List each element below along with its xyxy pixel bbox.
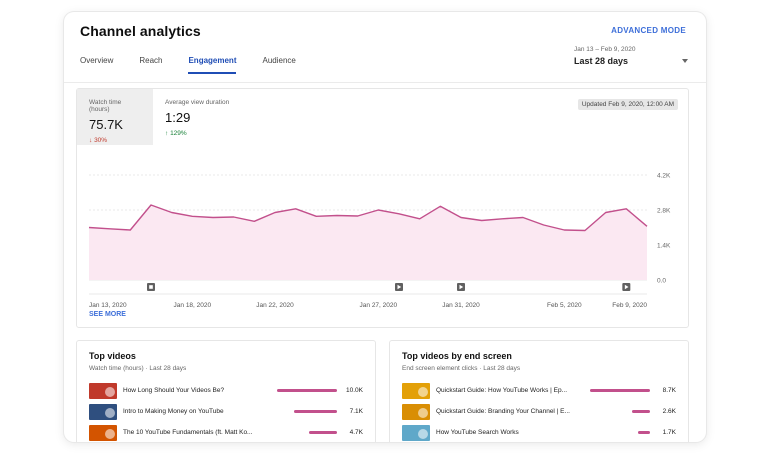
video-row[interactable]: Quickstart Guide: How YouTube Works | Ep… (402, 380, 676, 401)
area-fill (89, 205, 647, 280)
watch-time-chart: 0.0 1.4K 2.8K 4.2K Jan 13, 2020 Jan 18, 2020 J… (88, 173, 671, 309)
value-bar-track (586, 425, 650, 441)
panel-subtitle: Watch time (hours) · Last 28 days (89, 365, 187, 372)
panel-subtitle: End screen element clicks · Last 28 days (402, 365, 521, 372)
metric-value: 1:29 (165, 110, 191, 125)
page-title: Channel analytics (80, 23, 201, 39)
value-bar (277, 389, 337, 392)
value-bar (294, 410, 337, 413)
top-videos-list: How Long Should Your Videos Be? 10.0K Intr… (89, 380, 363, 442)
tabs-divider (64, 82, 706, 83)
x-tick-label: Jan 13, 2020 (89, 302, 127, 309)
video-value: 7.1K (349, 408, 363, 415)
caret-down-icon (682, 59, 688, 63)
y-tick-label: 4.2K (657, 173, 671, 180)
tab-overview[interactable]: Overview (80, 56, 114, 65)
panel-title: Top videos by end screen (402, 351, 512, 361)
y-tick-label: 2.8K (657, 208, 671, 215)
metric-change-value: 129% (170, 130, 187, 137)
video-thumbnail[interactable] (89, 424, 117, 441)
arrow-up-icon: ↑ (165, 130, 169, 137)
metric-change: ↑ 129% (165, 130, 251, 137)
value-bar-track (273, 425, 337, 441)
video-title[interactable]: Quickstart Guide: Branding Your Channel … (436, 408, 570, 415)
video-thumbnail[interactable] (402, 424, 430, 441)
video-row[interactable]: How Long Should Your Videos Be? 10.0K (89, 380, 363, 401)
video-value: 1.7K (662, 429, 676, 436)
value-bar (632, 410, 650, 413)
date-range-dates: Jan 13 – Feb 9, 2020 (574, 46, 636, 53)
video-value: 2.6K (662, 408, 676, 415)
date-range-dropdown[interactable]: Jan 13 – Feb 9, 2020 Last 28 days (574, 46, 690, 74)
metric-label: Watch time (hours) (89, 99, 122, 113)
top-videos-panel: Top videos Watch time (hours) · Last 28 … (76, 340, 376, 442)
tab-bar: Overview Reach Engagement Audience (80, 56, 322, 74)
video-row[interactable]: The 10 YouTube Fundamentals (ft. Matt Ko… (89, 422, 363, 442)
top-end-screen-panel: Top videos by end screen End screen elem… (389, 340, 689, 442)
video-row[interactable]: Quickstart Guide: Branding Your Channel … (402, 401, 676, 422)
x-tick-label: Jan 22, 2020 (256, 302, 294, 309)
video-row[interactable]: Intro to Making Money on YouTube 7.1K (89, 401, 363, 422)
value-bar (638, 431, 650, 434)
series-line (88, 204, 648, 232)
x-tick-label: Jan 27, 2020 (360, 302, 398, 309)
metric-label: Average view duration (165, 99, 230, 106)
x-tick-label: Jan 31, 2020 (442, 302, 480, 309)
value-bar (309, 431, 337, 434)
play-icon (459, 284, 464, 290)
x-tick-label: Feb 5, 2020 (547, 302, 582, 309)
value-bar (590, 389, 650, 392)
analytics-window: Channel analytics ADVANCED MODE Overview… (64, 12, 706, 442)
chart-card: Watch time (hours) 75.7K ↓ 30% Average v… (76, 88, 689, 328)
play-icon (624, 284, 629, 290)
video-value: 10.0K (346, 387, 363, 394)
video-row[interactable]: How YouTube Search Works 1.7K (402, 422, 676, 442)
date-range-label: Last 28 days (574, 56, 629, 66)
video-thumbnail[interactable] (89, 382, 117, 399)
square-icon (149, 285, 153, 289)
top-end-screen-list: Quickstart Guide: How YouTube Works | Ep… (402, 380, 676, 442)
y-tick-label: 0.0 (657, 278, 666, 285)
see-more-link[interactable]: SEE MORE (89, 311, 126, 318)
tab-audience[interactable]: Audience (262, 56, 296, 65)
tab-reach[interactable]: Reach (139, 56, 163, 65)
metric-avg-view-duration[interactable]: Average view duration 1:29 ↑ 129% (153, 89, 263, 145)
updated-badge: Updated Feb 9, 2020, 12:00 AM (577, 99, 678, 110)
value-bar-track (586, 383, 650, 399)
value-bar-track (273, 383, 337, 399)
play-icon (397, 284, 402, 290)
x-tick-label: Jan 18, 2020 (174, 302, 212, 309)
value-bar-track (586, 404, 650, 420)
tab-engagement[interactable]: Engagement (188, 56, 237, 74)
arrow-down-icon: ↓ (89, 137, 93, 144)
video-thumbnail[interactable] (402, 403, 430, 420)
x-tick-label: Feb 9, 2020 (612, 302, 647, 309)
video-value: 8.7K (662, 387, 676, 394)
advanced-mode-button[interactable]: ADVANCED MODE (611, 26, 686, 35)
metric-change: ↓ 30% (89, 137, 141, 144)
video-title[interactable]: Quickstart Guide: How YouTube Works | Ep… (436, 387, 568, 394)
video-value: 4.7K (349, 429, 363, 436)
video-title[interactable]: How Long Should Your Videos Be? (123, 387, 225, 394)
video-title[interactable]: Intro to Making Money on YouTube (123, 408, 224, 415)
metric-value: 75.7K (89, 117, 123, 132)
video-title[interactable]: How YouTube Search Works (436, 429, 519, 436)
video-thumbnail[interactable] (89, 403, 117, 420)
video-title[interactable]: The 10 YouTube Fundamentals (ft. Matt Ko… (123, 429, 253, 436)
y-tick-label: 1.4K (657, 243, 671, 250)
metric-change-value: 30% (94, 137, 108, 144)
panel-title: Top videos (89, 351, 136, 361)
video-thumbnail[interactable] (402, 382, 430, 399)
value-bar-track (273, 404, 337, 420)
metric-watch-time[interactable]: Watch time (hours) 75.7K ↓ 30% (77, 89, 153, 145)
